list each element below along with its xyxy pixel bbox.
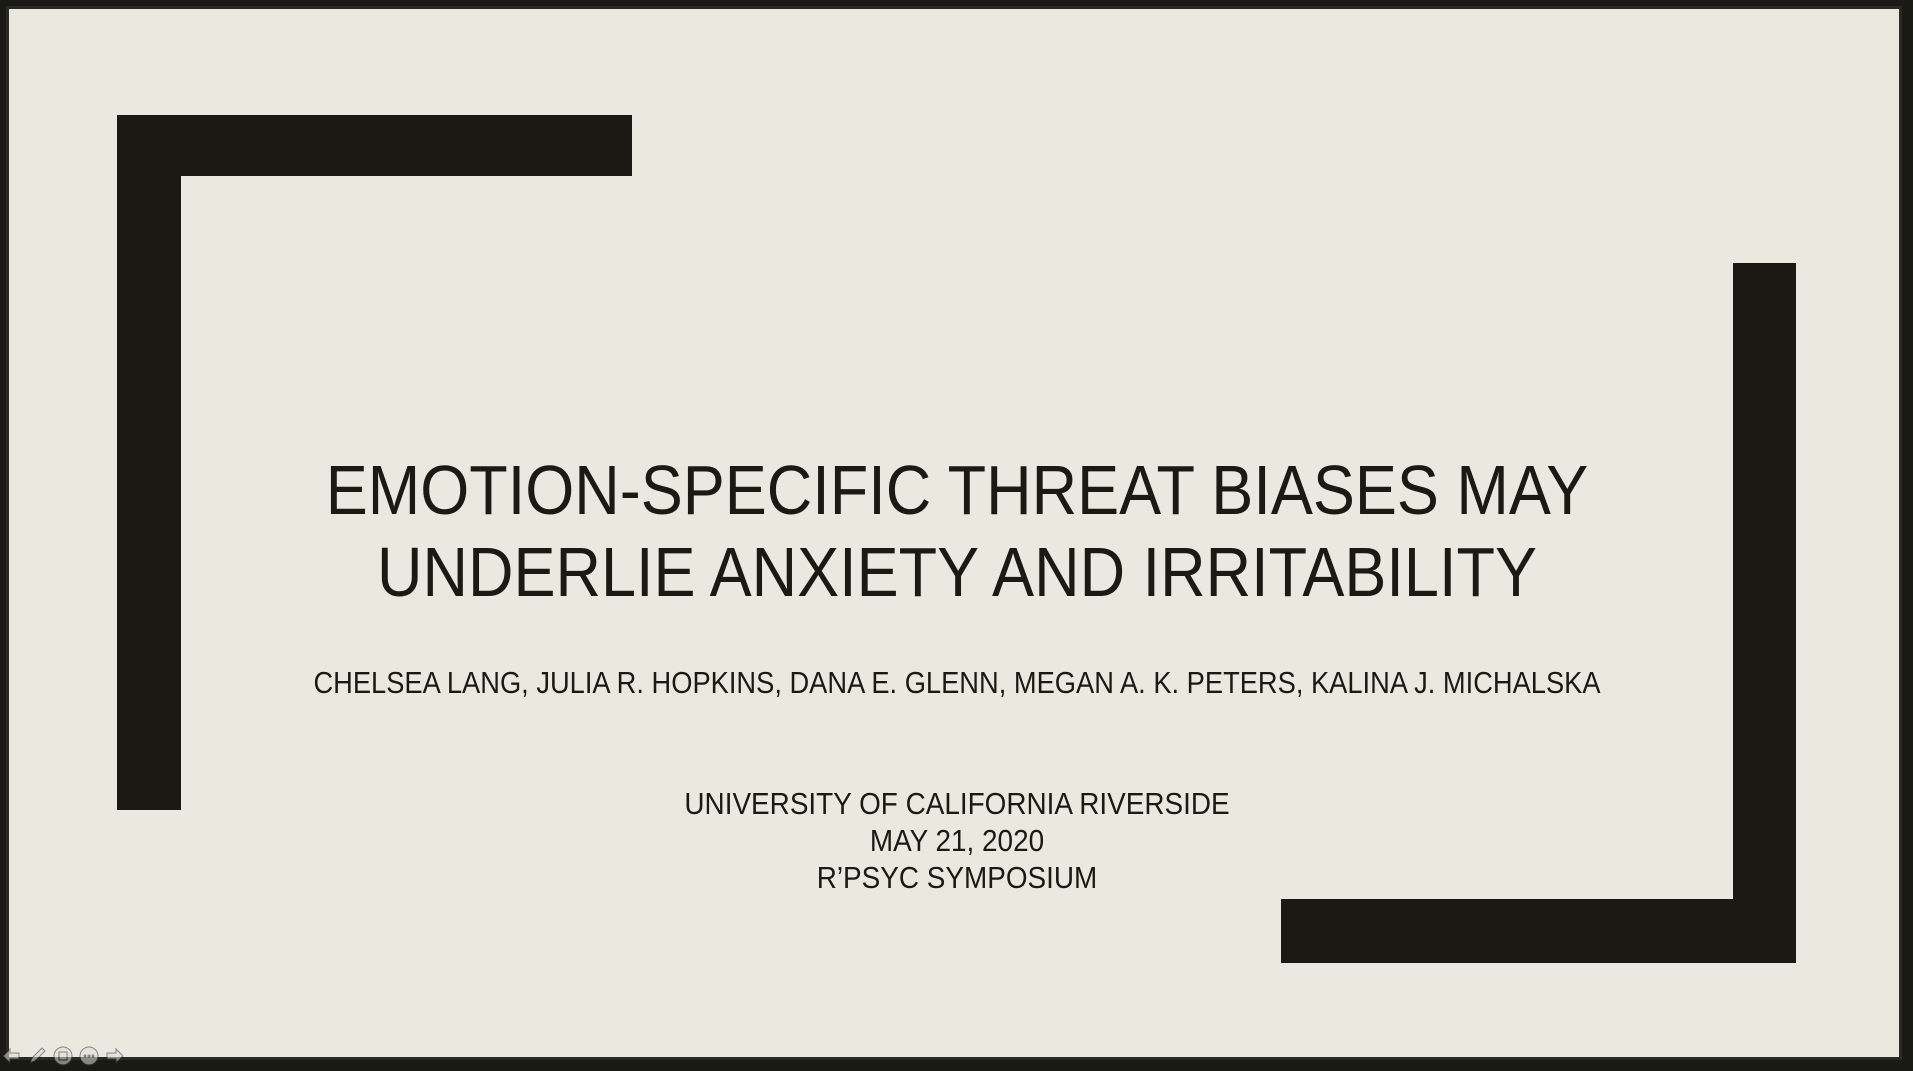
slide-affiliation-block: UNIVERSITY OF CALIFORNIA RIVERSIDE MAY 2…	[590, 785, 1324, 896]
slide-authors: CHELSEA LANG, JULIA R. HOPKINS, DANA E. …	[313, 665, 1601, 700]
date-text: MAY 21, 2020	[869, 823, 1045, 858]
slide-title-line-2: UNDERLIE ANXIETY AND IRRITABILITY	[377, 533, 1537, 611]
slide-title-line-1: EMOTION-SPECIFIC THREAT BIASES MAY	[325, 451, 1589, 529]
affiliation-text: UNIVERSITY OF CALIFORNIA RIVERSIDE	[684, 786, 1230, 821]
top-left-bracket-vertical	[117, 115, 181, 810]
slides-grid-icon[interactable]	[52, 1045, 74, 1067]
bottom-right-bracket-horizontal	[1281, 899, 1796, 963]
presentation-slide: EMOTION-SPECIFIC THREAT BIASES MAY UNDER…	[6, 6, 1902, 1060]
next-arrow-icon[interactable]	[104, 1045, 126, 1067]
slide-title: EMOTION-SPECIFIC THREAT BIASES MAY UNDER…	[320, 449, 1594, 613]
bottom-right-bracket-vertical	[1733, 263, 1796, 963]
top-left-bracket-horizontal	[117, 115, 632, 176]
more-options-icon[interactable]	[78, 1045, 100, 1067]
previous-arrow-icon[interactable]	[0, 1045, 22, 1067]
pen-icon[interactable]	[26, 1045, 48, 1067]
slideshow-controls	[0, 1044, 126, 1068]
event-text: R’PSYC SYMPOSIUM	[816, 860, 1098, 895]
